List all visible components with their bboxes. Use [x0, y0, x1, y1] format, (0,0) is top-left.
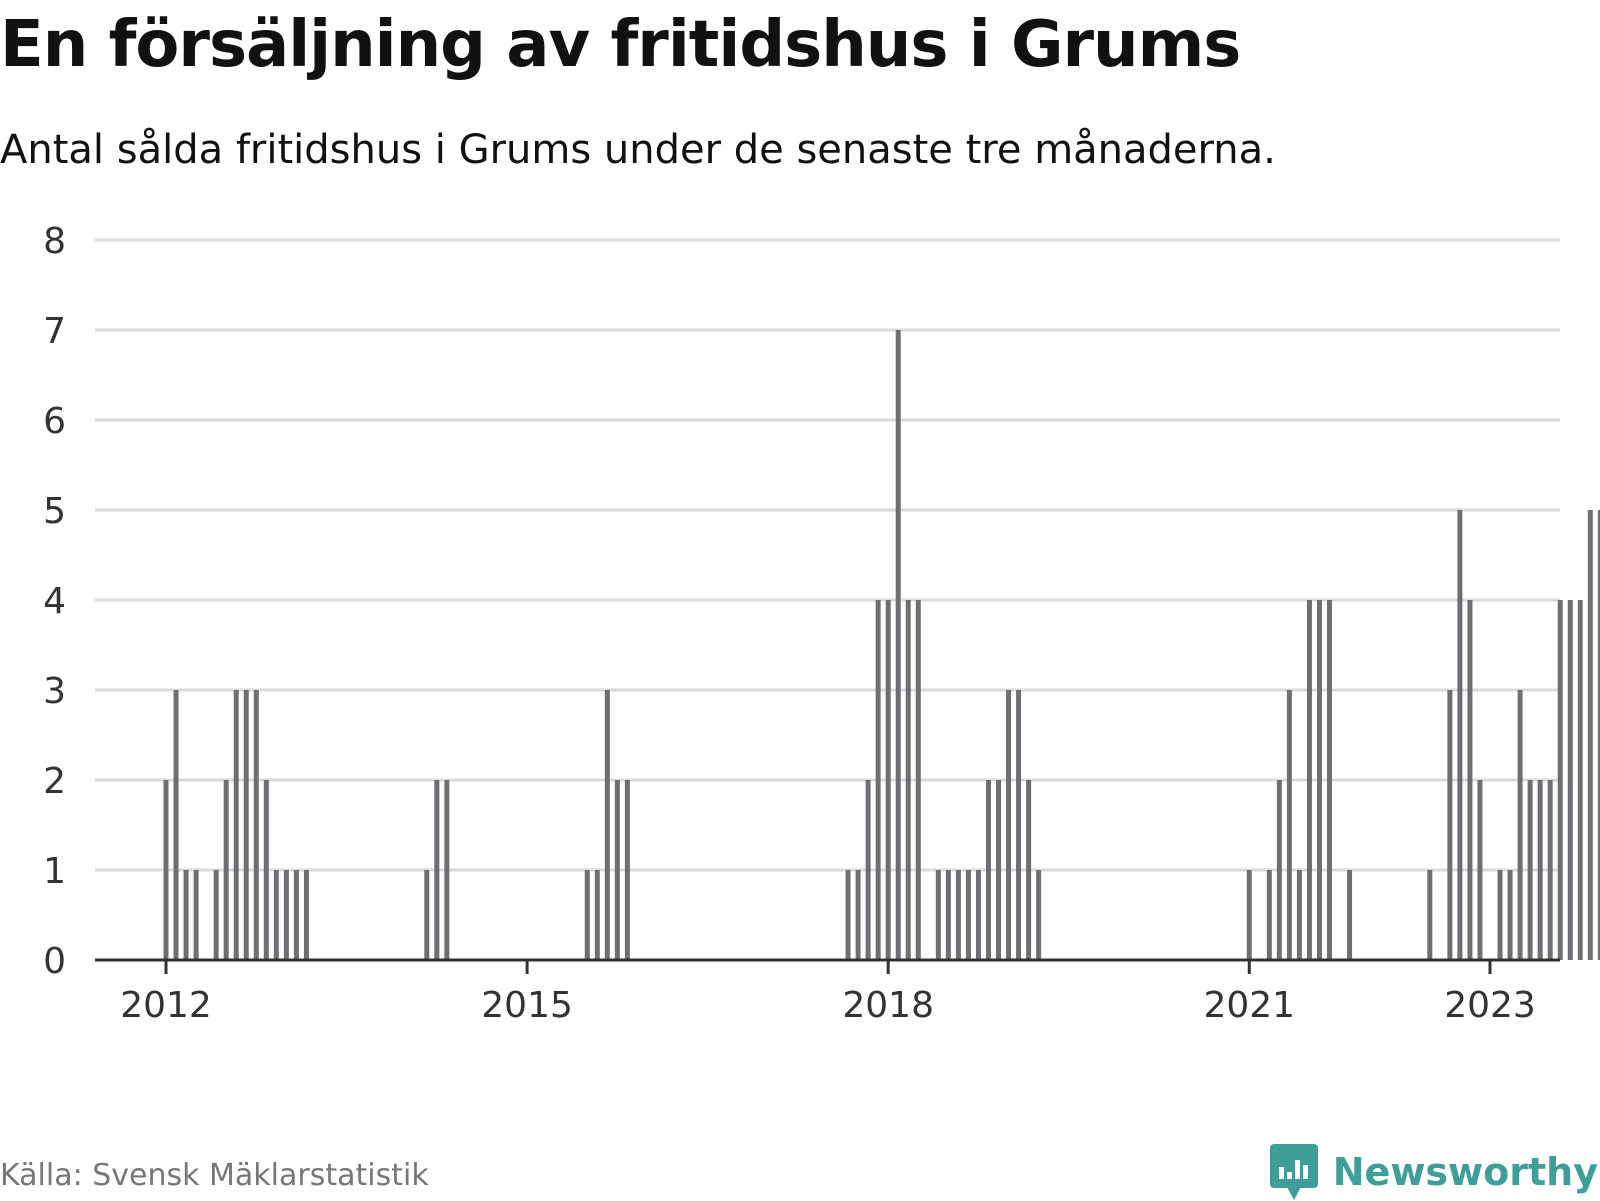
bar — [1287, 690, 1292, 960]
bar — [1538, 780, 1543, 960]
bar — [976, 870, 981, 960]
y-tick-label: 2 — [43, 761, 66, 802]
bar — [1307, 600, 1312, 960]
x-tick-label: 2012 — [120, 985, 212, 1026]
x-tick-label: 2018 — [842, 985, 934, 1026]
y-tick-label: 8 — [43, 221, 66, 262]
bar — [625, 780, 630, 960]
bar — [254, 690, 259, 960]
bar — [1457, 510, 1462, 960]
bar — [224, 780, 229, 960]
bar — [164, 780, 169, 960]
bar — [184, 870, 189, 960]
bar — [194, 870, 199, 960]
bar — [1347, 870, 1352, 960]
bar — [1247, 870, 1252, 960]
bar — [1498, 870, 1503, 960]
bar — [444, 780, 449, 960]
bar — [214, 870, 219, 960]
bar — [1006, 690, 1011, 960]
bar — [1578, 600, 1583, 960]
bar — [1548, 780, 1553, 960]
bar — [1016, 690, 1021, 960]
bar — [896, 330, 901, 960]
bar — [1267, 870, 1272, 960]
bar — [846, 870, 851, 960]
y-tick-label: 3 — [43, 671, 66, 712]
x-tick-label: 2021 — [1203, 985, 1295, 1026]
bar — [986, 780, 991, 960]
y-tick-label: 5 — [43, 491, 66, 532]
y-axis-ticks: 0 1 2 3 4 5 6 7 8 — [43, 221, 66, 982]
bar — [966, 870, 971, 960]
bars — [164, 330, 1600, 960]
bar — [1467, 600, 1472, 960]
bar — [1588, 510, 1593, 960]
y-tick-label: 0 — [43, 941, 66, 982]
bar — [424, 870, 429, 960]
gridlines — [95, 240, 1560, 870]
bar — [1026, 780, 1031, 960]
y-tick-label: 4 — [43, 581, 66, 622]
bar — [906, 600, 911, 960]
bar — [1558, 600, 1563, 960]
bar — [234, 690, 239, 960]
bar — [244, 690, 249, 960]
bar — [1317, 600, 1322, 960]
x-axis: 2012 2015 2018 2021 2023 — [95, 960, 1560, 1026]
bar — [264, 780, 269, 960]
bar — [1036, 870, 1041, 960]
bar — [1508, 870, 1513, 960]
brand-name: Newsworthy — [1333, 1150, 1598, 1194]
newsworthy-logo: Newsworthy — [1269, 1143, 1598, 1201]
bar — [294, 870, 299, 960]
y-tick-label: 6 — [43, 401, 66, 442]
bar — [284, 870, 289, 960]
newsworthy-chat-bars-icon — [1269, 1143, 1319, 1201]
y-tick-label: 7 — [43, 311, 66, 352]
bar — [1427, 870, 1432, 960]
bar — [1277, 780, 1282, 960]
bar — [304, 870, 309, 960]
bar — [605, 690, 610, 960]
bar — [1528, 780, 1533, 960]
bar — [615, 780, 620, 960]
bar — [946, 870, 951, 960]
bar — [856, 870, 861, 960]
bar — [1518, 690, 1523, 960]
bar — [274, 870, 279, 960]
bar — [956, 870, 961, 960]
bar — [876, 600, 881, 960]
bar — [936, 870, 941, 960]
y-tick-label: 1 — [43, 851, 66, 892]
bar — [886, 600, 891, 960]
bar — [916, 600, 921, 960]
bar — [595, 870, 600, 960]
x-tick-label: 2023 — [1444, 985, 1536, 1026]
x-tick-label: 2015 — [481, 985, 573, 1026]
bar — [1327, 600, 1332, 960]
bar-chart: 0 1 2 3 4 5 6 7 8 2012 2015 2018 2021 2023 1 — [0, 0, 1600, 1100]
bar — [585, 870, 590, 960]
bar — [434, 780, 439, 960]
bar — [1477, 780, 1482, 960]
bar — [174, 690, 179, 960]
bar — [1568, 600, 1573, 960]
source-note: Källa: Svensk Mäklarstatistik — [0, 1158, 429, 1193]
bar — [1447, 690, 1452, 960]
bar — [866, 780, 871, 960]
bar — [996, 780, 1001, 960]
bar — [1297, 870, 1302, 960]
